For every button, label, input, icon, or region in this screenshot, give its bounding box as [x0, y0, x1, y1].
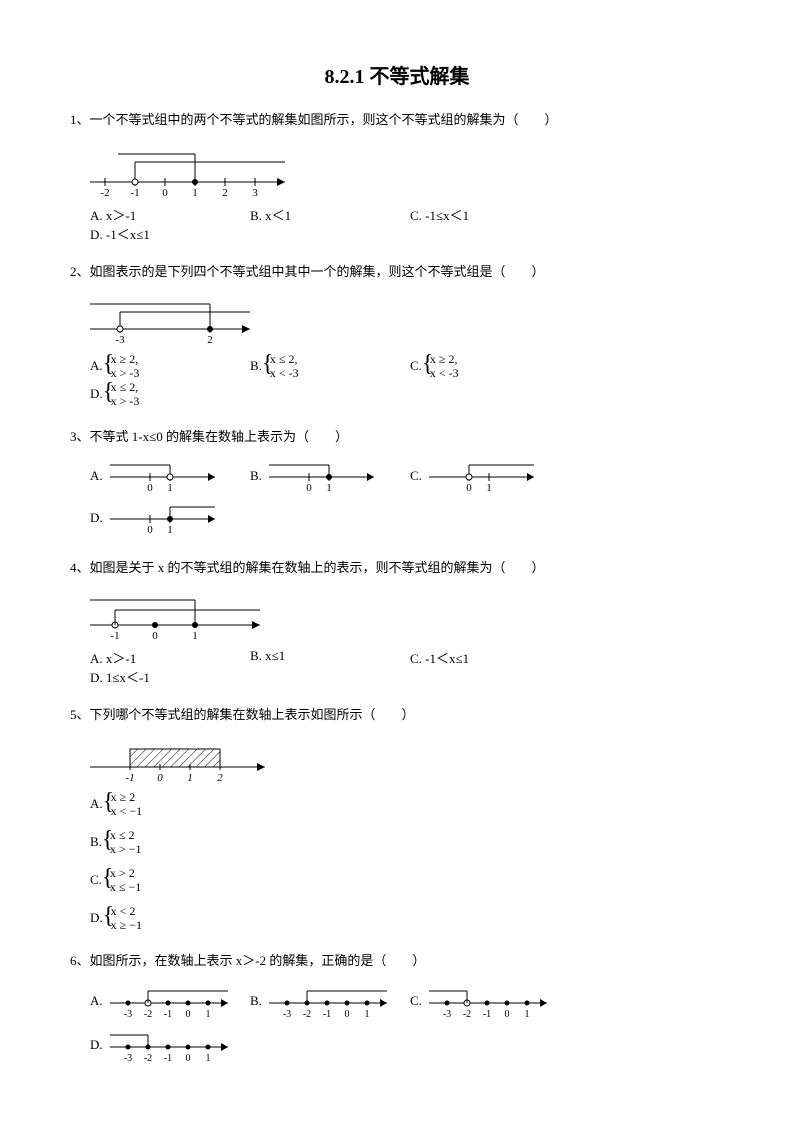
q5-opt-c: C.x > 2x ≤ −1	[90, 866, 724, 894]
svg-text:1: 1	[192, 187, 198, 197]
svg-text:-3: -3	[124, 1009, 132, 1019]
svg-text:-1: -1	[125, 772, 134, 782]
svg-text:2: 2	[207, 334, 213, 344]
svg-text:0: 0	[147, 482, 153, 493]
q6-fig-d: -3 -2 -1 0 1	[110, 1027, 235, 1063]
q6-opt-c: C. -3-2-101	[410, 979, 570, 1023]
q5-opt-d: D.x < 2x ≥ −1	[90, 904, 724, 932]
q1-figure: -2 -1 0 1 2 3	[90, 142, 300, 197]
q3-text: 3、不等式 1-x≤0 的解集在数轴上表示为（ ）	[70, 426, 724, 445]
q1-opt-b: B. x＜1	[250, 205, 410, 224]
q2-opt-c: C.x ≥ 2,x < -3	[410, 352, 570, 380]
svg-text:-1: -1	[110, 630, 119, 640]
svg-text:-2: -2	[303, 1009, 311, 1019]
svg-text:1: 1	[205, 1009, 210, 1019]
q6-opt-b: B. -3-2-101	[250, 979, 410, 1023]
svg-text:0: 0	[505, 1009, 510, 1019]
q6-opt-d: D. -3-2-101	[90, 1023, 250, 1067]
svg-text:-1: -1	[130, 187, 139, 197]
q6-fig-b: -3 -2 -1 0 1	[269, 983, 394, 1019]
q2-opt-a: A.x ≥ 2,x > -3	[90, 352, 250, 380]
svg-text:1: 1	[192, 630, 198, 640]
q3-fig-d: 01	[110, 501, 220, 535]
q4-figure: -1 0 1	[90, 590, 275, 640]
question-6: 6、如图所示，在数轴上表示 x＞-2 的解集，正确的是（ ） A. -3-2-1…	[70, 950, 724, 1067]
q3-opt-c: C. 01	[410, 455, 570, 497]
q3-fig-c: 01	[429, 459, 539, 493]
q4-opt-d: D. 1≤x＜-1	[90, 667, 250, 686]
svg-text:-1: -1	[164, 1009, 172, 1019]
svg-text:1: 1	[167, 482, 173, 493]
svg-text:-2: -2	[100, 187, 109, 197]
q6-options: A. -3-2-101 B. -3-2-101 C. -3-2-101	[90, 979, 724, 1067]
svg-text:0: 0	[345, 1009, 350, 1019]
svg-text:1: 1	[187, 772, 193, 782]
svg-text:-2: -2	[463, 1009, 471, 1019]
q3-opt-a: A. 01	[90, 455, 250, 497]
svg-text:-3: -3	[124, 1053, 132, 1063]
q1-opt-a: A. x＞-1	[90, 205, 250, 224]
svg-text:1: 1	[326, 482, 332, 493]
svg-text:1: 1	[167, 524, 173, 535]
q3-options: A. 01 B. 01 C. 01 D. 01	[90, 455, 724, 539]
svg-text:-1: -1	[483, 1009, 491, 1019]
q4-opt-b: B. x≤1	[250, 648, 410, 667]
q6-text: 6、如图所示，在数轴上表示 x＞-2 的解集，正确的是（ ）	[70, 950, 724, 969]
question-2: 2、如图表示的是下列四个不等式组中其中一个的解集，则这个不等式组是（ ） -3 2…	[70, 261, 724, 408]
q5-options: A.x ≥ 2x < −1 B.x ≤ 2x > −1 C.x > 2x ≤ −…	[90, 790, 724, 932]
q3-opt-d: D. 01	[90, 497, 250, 539]
q3-fig-a: 01	[110, 459, 220, 493]
q5-opt-a: A.x ≥ 2x < −1	[90, 790, 724, 818]
svg-text:1: 1	[525, 1009, 530, 1019]
svg-text:-1: -1	[164, 1053, 172, 1063]
q2-opt-b: B.x ≤ 2,x < -3	[250, 352, 410, 380]
svg-text:3: 3	[252, 187, 258, 197]
svg-text:-3: -3	[115, 334, 125, 344]
q6-fig-a: -3 -2 -1 0 1	[110, 983, 235, 1019]
page-title: 8.2.1 不等式解集	[70, 60, 724, 89]
q1-text: 1、一个不等式组中的两个不等式的解集如图所示，则这个不等式组的解集为（ ）	[70, 109, 724, 128]
svg-text:0: 0	[185, 1009, 190, 1019]
svg-text:1: 1	[205, 1053, 210, 1063]
svg-text:-2: -2	[144, 1053, 152, 1063]
svg-text:2: 2	[217, 772, 223, 782]
question-1: 1、一个不等式组中的两个不等式的解集如图所示，则这个不等式组的解集为（ ） -2…	[70, 109, 724, 243]
svg-text:0: 0	[157, 772, 163, 782]
q5-text: 5、下列哪个不等式组的解集在数轴上表示如图所示（ ）	[70, 704, 724, 723]
svg-text:0: 0	[152, 630, 158, 640]
svg-text:-1: -1	[323, 1009, 331, 1019]
q4-text: 4、如图是关于 x 的不等式组的解集在数轴上的表示，则不等式组的解集为（ ）	[70, 557, 724, 576]
q3-fig-b: 01	[269, 459, 379, 493]
svg-text:1: 1	[365, 1009, 370, 1019]
q2-options: A.x ≥ 2,x > -3 B.x ≤ 2,x < -3 C.x ≥ 2,x …	[90, 352, 724, 408]
q1-options: A. x＞-1 B. x＜1 C. -1≤x＜1 D. -1＜x≤1	[90, 205, 724, 243]
svg-text:-2: -2	[144, 1009, 152, 1019]
q4-opt-a: A. x＞-1	[90, 648, 250, 667]
q6-opt-a: A. -3-2-101	[90, 979, 250, 1023]
q5-opt-b: B.x ≤ 2x > −1	[90, 828, 724, 856]
q4-opt-c: C. -1＜x≤1	[410, 648, 570, 667]
q2-figure: -3 2	[90, 294, 265, 344]
q5-figure: -1 0 1 2	[90, 737, 280, 782]
q2-text: 2、如图表示的是下列四个不等式组中其中一个的解集，则这个不等式组是（ ）	[70, 261, 724, 280]
svg-text:0: 0	[466, 482, 472, 493]
q3-opt-b: B. 01	[250, 455, 410, 497]
svg-text:0: 0	[185, 1053, 190, 1063]
svg-text:0: 0	[306, 482, 312, 493]
svg-text:-3: -3	[283, 1009, 291, 1019]
question-3: 3、不等式 1-x≤0 的解集在数轴上表示为（ ） A. 01 B. 01 C.…	[70, 426, 724, 539]
q2-opt-d: D.x ≤ 2,x > -3	[90, 380, 250, 408]
q1-opt-d: D. -1＜x≤1	[90, 224, 250, 243]
q6-fig-c: -3 -2 -1 0 1	[429, 983, 554, 1019]
svg-text:-3: -3	[443, 1009, 451, 1019]
svg-text:0: 0	[147, 524, 153, 535]
question-4: 4、如图是关于 x 的不等式组的解集在数轴上的表示，则不等式组的解集为（ ） -…	[70, 557, 724, 686]
q1-opt-c: C. -1≤x＜1	[410, 205, 570, 224]
svg-text:0: 0	[162, 187, 168, 197]
svg-text:1: 1	[486, 482, 492, 493]
q4-options: A. x＞-1 B. x≤1 C. -1＜x≤1 D. 1≤x＜-1	[90, 648, 724, 686]
svg-text:2: 2	[222, 187, 228, 197]
question-5: 5、下列哪个不等式组的解集在数轴上表示如图所示（ ） -1 0 1 2 A.x ≥ 2…	[70, 704, 724, 932]
